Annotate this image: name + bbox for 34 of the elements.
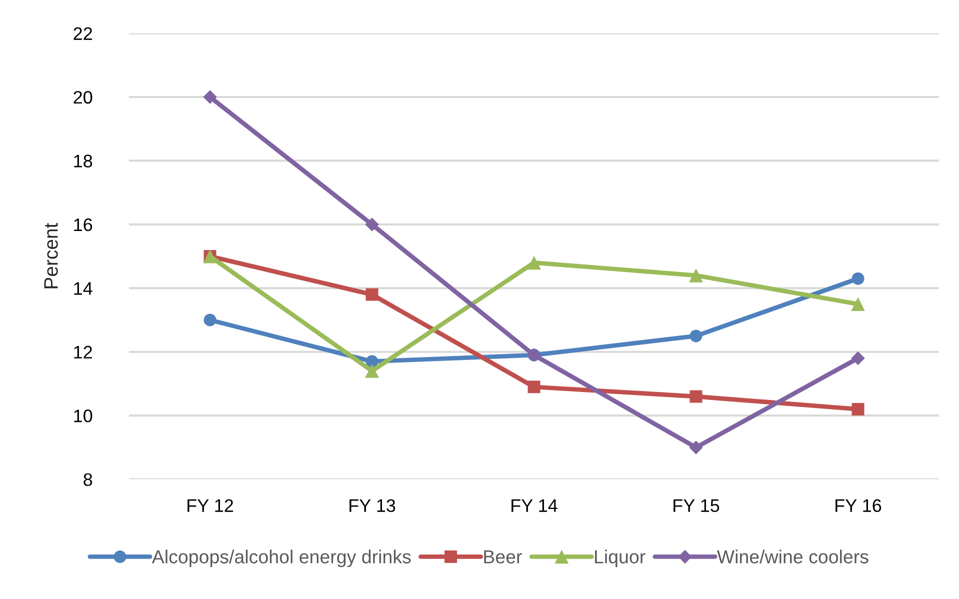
point <box>852 402 864 416</box>
point <box>527 256 541 270</box>
point <box>689 440 703 454</box>
point <box>366 288 378 301</box>
point <box>203 90 217 104</box>
y-tick-label: 10 <box>74 410 92 422</box>
legend-label: Liquor <box>595 550 646 568</box>
point <box>204 314 216 326</box>
y-tick-label: 18 <box>74 154 92 168</box>
point <box>851 297 865 312</box>
legend-label: Beer <box>484 550 522 564</box>
point <box>365 218 379 232</box>
point <box>852 272 864 285</box>
x-tick-label: FY 15 <box>674 499 720 512</box>
y-tick-label: 22 <box>74 27 92 40</box>
x-tick-label: FY 14 <box>512 499 558 512</box>
y-tick-label: 12 <box>74 346 92 358</box>
point <box>365 364 379 378</box>
y-tick-label: 8 <box>84 473 92 486</box>
point <box>690 390 702 403</box>
y-tick-label: 20 <box>74 90 92 104</box>
y-axis-title: Percent <box>44 222 58 288</box>
x-tick-label: FY 16 <box>836 499 882 512</box>
x-tick-label: FY 13 <box>350 499 396 512</box>
legend-label: Wine/wine coolers <box>716 550 868 564</box>
point <box>689 268 703 282</box>
point <box>690 330 702 342</box>
legend-label: Alcopops/alcohol energy drinks <box>152 550 411 568</box>
y-tick-label: 14 <box>74 282 92 295</box>
x-tick-label: FY 12 <box>188 499 234 512</box>
y-tick-label: 16 <box>74 218 92 232</box>
point <box>366 355 378 368</box>
point <box>851 351 865 366</box>
point <box>528 380 540 394</box>
